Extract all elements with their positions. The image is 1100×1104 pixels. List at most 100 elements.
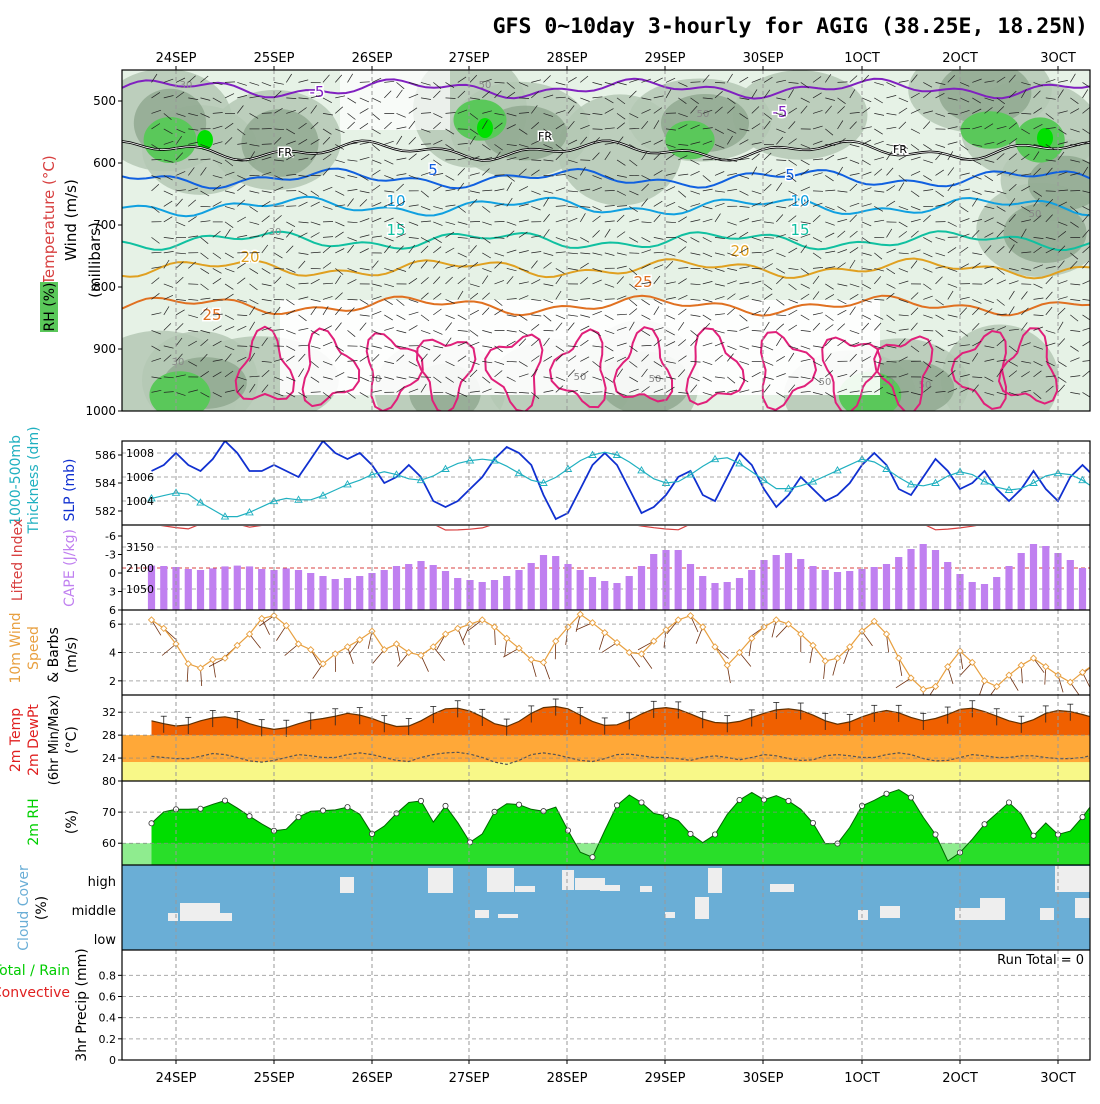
wind-barb-10m xyxy=(602,643,617,653)
isotherm-label: -5 xyxy=(310,83,325,101)
rh2m-point xyxy=(467,840,472,845)
wind-barb xyxy=(237,346,247,347)
cape-plot xyxy=(122,524,1100,610)
isotherm-label: 25 xyxy=(202,306,221,324)
wind-speed-point xyxy=(185,661,191,667)
wind-speed-point xyxy=(455,625,461,631)
cloud-gap xyxy=(695,897,709,919)
temp-label-2: 2m DewPt xyxy=(26,704,42,776)
cape-bar xyxy=(197,570,204,610)
cloud-gap xyxy=(475,910,489,918)
rh-contour-90 xyxy=(665,121,714,160)
cloud-gap xyxy=(665,912,675,918)
rh2m-point xyxy=(1006,800,1011,805)
precip-tick-label: 0 xyxy=(109,1054,116,1067)
wind-barb xyxy=(642,345,652,346)
upper-mb-label-part: (millibars) xyxy=(86,222,104,298)
temp-label-1: 2m Temp xyxy=(8,708,24,772)
cloud-gap xyxy=(498,914,518,918)
rh2m-point xyxy=(590,855,595,860)
slp-plot xyxy=(122,441,1100,519)
precip-axis-label-part: 3hr Precip (mm) xyxy=(74,948,90,1061)
wind-barb xyxy=(225,82,235,83)
wind-barb-10m xyxy=(276,626,286,641)
rh2m-unit-label: (%) xyxy=(64,810,80,834)
cape-bar xyxy=(295,570,302,610)
isotherm-label: FR xyxy=(538,130,552,143)
precip-tick-label: 0.8 xyxy=(99,969,117,982)
rh2m-point xyxy=(712,832,717,837)
temp-tick-label: 32 xyxy=(102,706,116,719)
top-date-label: 2OCT xyxy=(942,51,978,66)
cloud-gap xyxy=(340,877,354,893)
cape-bar xyxy=(491,580,498,610)
cape-bar xyxy=(589,577,596,610)
top-date-label: 29SEP xyxy=(645,51,686,66)
cloud-gap xyxy=(515,886,535,892)
cape-bar xyxy=(809,566,816,610)
cape-bar xyxy=(883,564,890,610)
temp-label-4-part: (°C) xyxy=(64,726,80,754)
cape-bar xyxy=(577,570,584,610)
cloud-gap xyxy=(220,913,232,921)
wind-tick-label: 6 xyxy=(109,618,116,631)
rh-contour-95 xyxy=(477,118,493,138)
cloud-gap xyxy=(600,885,620,891)
cloud-gap xyxy=(708,868,722,893)
rh2m-unit-label-part: (%) xyxy=(64,810,80,834)
wind-label-3: & Barbs xyxy=(46,627,62,683)
top-date-label: 3OCT xyxy=(1040,51,1076,66)
cape-bar xyxy=(221,566,228,610)
chart-title: GFS 0~10day 3-hourly for AGIG (38.25E, 1… xyxy=(493,14,1088,39)
rh-contour-label: 50 xyxy=(1029,209,1042,220)
cape-bar xyxy=(932,550,939,610)
wind-barb xyxy=(262,144,272,145)
upper-wind-label: Wind (m/s) xyxy=(62,179,80,261)
rh2m-point xyxy=(345,805,350,810)
run-total-label: Run Total = 0 xyxy=(997,953,1084,968)
rh2m-point xyxy=(198,806,203,811)
cloud-level-label: high xyxy=(88,875,116,890)
cape-bar xyxy=(381,570,388,610)
isotherm-label: 25 xyxy=(633,273,652,291)
isotherm-label: 5 xyxy=(785,166,795,184)
bottom-date-label: 30SEP xyxy=(743,1071,784,1086)
isotherm-label: 15 xyxy=(790,221,809,239)
rh2m-point xyxy=(247,814,252,819)
temp-label-4: (°C) xyxy=(64,726,80,754)
isotherm-label: 10 xyxy=(386,192,405,210)
rh2m-point xyxy=(737,797,742,802)
rh2m-point xyxy=(614,803,619,808)
wind-barb-10m xyxy=(152,620,161,635)
lifted-tick-label: 3 xyxy=(109,586,116,599)
wind-speed-point xyxy=(896,655,902,661)
rh2m-point xyxy=(443,803,448,808)
wind-barb-10m xyxy=(862,631,873,646)
upper-temp-label-part: Temperature (°C) xyxy=(40,155,58,285)
rh2m-point xyxy=(1031,833,1036,838)
cloud-background xyxy=(122,865,1090,950)
rh2m-point xyxy=(149,821,154,826)
slp-tick-label: 1006 xyxy=(126,471,154,484)
cloud-label: Cloud Cover xyxy=(16,865,32,951)
cloud-gap xyxy=(1040,908,1054,920)
rh2m-point xyxy=(688,831,693,836)
rh2m-point xyxy=(933,832,938,837)
thickness-label-2-part: Thickness (dm) xyxy=(26,426,42,534)
cape-bar xyxy=(479,582,486,610)
wind-barb-10m xyxy=(896,678,911,688)
upper-rh-label: RH (%) xyxy=(42,283,58,332)
rh-contour-label: 50 xyxy=(919,380,932,391)
cape-bar xyxy=(662,550,669,610)
cloud-level-label: low xyxy=(94,933,117,948)
wind-barb-10m xyxy=(1009,675,1018,691)
cape-bar xyxy=(920,544,927,610)
